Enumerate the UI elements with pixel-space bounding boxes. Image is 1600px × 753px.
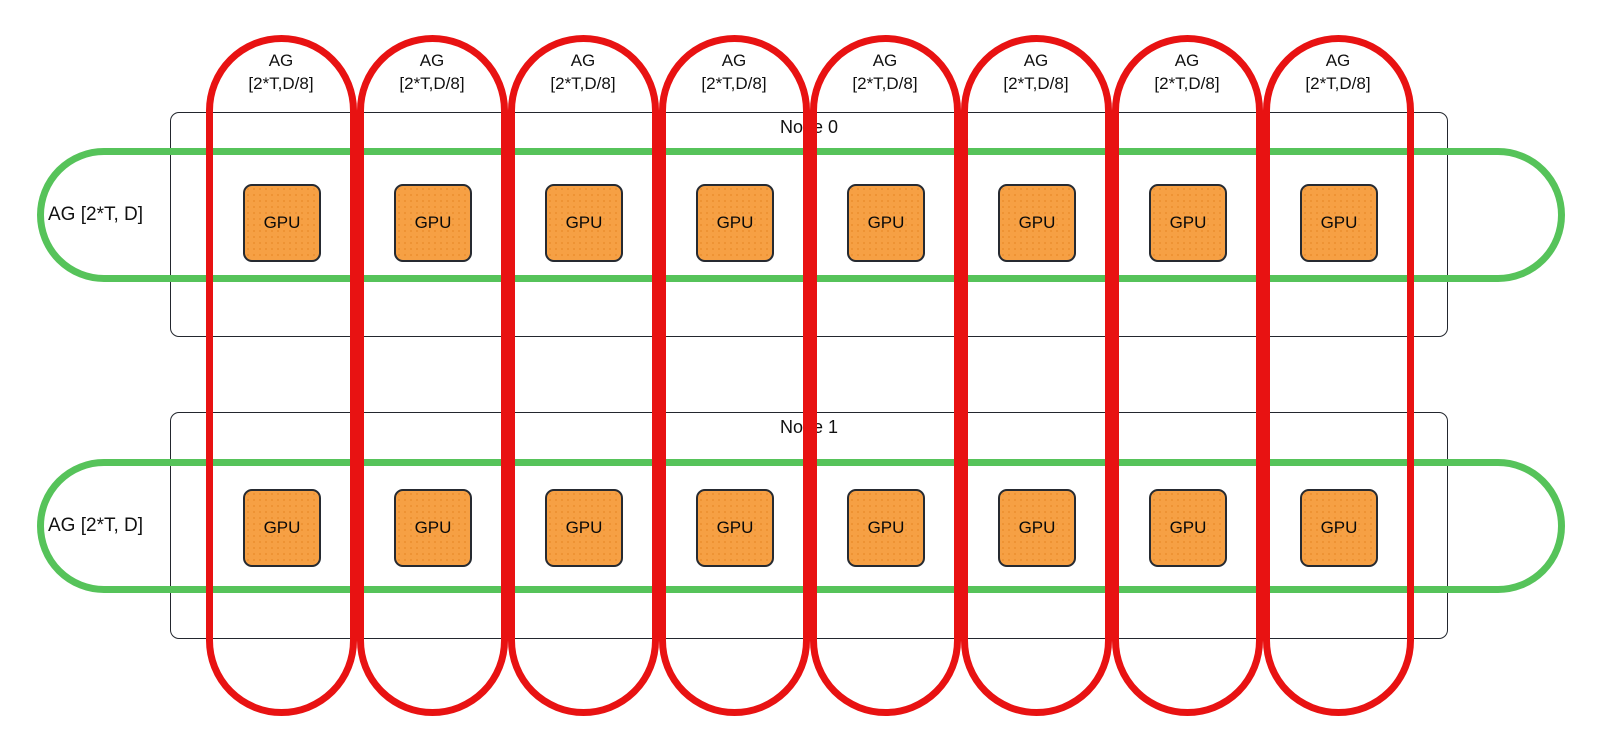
allgather-column-label: AG [2*T,D/8]: [1270, 49, 1407, 95]
allgather-column-label-line2: [2*T,D/8]: [701, 74, 767, 93]
allgather-column-pill: AG [2*T,D/8]: [809, 35, 961, 716]
allgather-column-label-line2: [2*T,D/8]: [1305, 74, 1371, 93]
allgather-column-label-line2: [2*T,D/8]: [399, 74, 465, 93]
allgather-column-pill: AG [2*T,D/8]: [1111, 35, 1263, 716]
allgather-column-pill: AG [2*T,D/8]: [1262, 35, 1414, 716]
allgather-column-label-line1: AG: [1174, 51, 1200, 70]
allgather-column-label-line1: AG: [268, 51, 294, 70]
allgather-column-pill: AG [2*T,D/8]: [658, 35, 810, 716]
allgather-row-label: AG [2*T, D]: [48, 204, 144, 225]
allgather-column-label-line1: AG: [570, 51, 596, 70]
allgather-column-label: AG [2*T,D/8]: [364, 49, 501, 95]
allgather-column-label-line1: AG: [872, 51, 898, 70]
allgather-column-label-line1: AG: [1325, 51, 1351, 70]
allgather-column-label-line1: AG: [1023, 51, 1049, 70]
allgather-column-label-line2: [2*T,D/8]: [550, 74, 616, 93]
allgather-column-label-line2: [2*T,D/8]: [248, 74, 314, 93]
allgather-column-label: AG [2*T,D/8]: [213, 49, 350, 95]
allgather-column-pill: AG [2*T,D/8]: [960, 35, 1112, 716]
allgather-column-label-line1: AG: [721, 51, 747, 70]
allgather-row-label: AG [2*T, D]: [48, 515, 144, 536]
allgather-column-label: AG [2*T,D/8]: [968, 49, 1105, 95]
allgather-column-label-line2: [2*T,D/8]: [1154, 74, 1220, 93]
allgather-column-label: AG [2*T,D/8]: [1119, 49, 1256, 95]
allgather-column-pill: AG [2*T,D/8]: [205, 35, 357, 716]
allgather-column-label: AG [2*T,D/8]: [515, 49, 652, 95]
allgather-column-label: AG [2*T,D/8]: [666, 49, 803, 95]
allgather-column-label-line1: AG: [419, 51, 445, 70]
allgather-column-label: AG [2*T,D/8]: [817, 49, 954, 95]
allgather-column-label-line2: [2*T,D/8]: [1003, 74, 1069, 93]
allgather-column-pill: AG [2*T,D/8]: [507, 35, 659, 716]
allgather-column-pill: AG [2*T,D/8]: [356, 35, 508, 716]
allgather-column-label-line2: [2*T,D/8]: [852, 74, 918, 93]
